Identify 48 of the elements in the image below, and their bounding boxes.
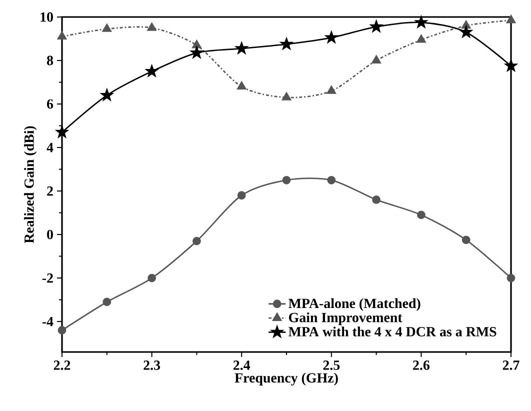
- point: [190, 46, 203, 58]
- point: [56, 126, 68, 138]
- point: [372, 55, 381, 64]
- y-axis-title: Realized Gain (dBi): [24, 126, 37, 244]
- x-tick-label: 2.7: [502, 360, 520, 370]
- point: [236, 42, 248, 54]
- point: [146, 65, 158, 77]
- point: [102, 298, 112, 306]
- point: [147, 22, 156, 31]
- point: [282, 176, 291, 184]
- legend-label: MPA with the 4 x 4 DCR as a RMS: [288, 326, 496, 336]
- point: [417, 210, 426, 220]
- point: [282, 92, 292, 100]
- y-tick-label: 8: [46, 56, 54, 66]
- y-tick-label: 0: [47, 230, 53, 240]
- point: [237, 191, 246, 200]
- point: [192, 40, 202, 48]
- y-tick-label: -2: [42, 273, 53, 283]
- x-tick-label: 2.5: [323, 360, 340, 370]
- y-tick-label: 4: [46, 142, 54, 152]
- y-tick-label: 6: [46, 99, 54, 109]
- legend-label: Gain Improvement: [288, 312, 402, 326]
- point: [57, 31, 67, 40]
- y-tick-label: 10: [40, 12, 53, 22]
- point: [460, 26, 472, 38]
- point: [326, 86, 336, 94]
- y-tick-label: 2: [47, 186, 53, 196]
- x-tick-label: 2.4: [233, 360, 250, 370]
- point: [415, 16, 428, 28]
- point: [327, 176, 336, 184]
- legend-label: MPA-alone (Matched): [288, 298, 420, 311]
- point: [280, 38, 292, 50]
- point: [416, 34, 426, 43]
- point: [237, 81, 246, 90]
- point: [102, 24, 112, 32]
- point: [100, 89, 113, 100]
- x-tick-label: 2.6: [413, 360, 430, 370]
- point: [192, 236, 201, 246]
- point: [372, 196, 381, 204]
- point: [462, 236, 470, 244]
- y-tick-label: -4: [42, 316, 54, 326]
- point: [325, 31, 338, 43]
- x-axis-title: Frequency (GHz): [234, 372, 338, 386]
- x-tick-label: 2.3: [144, 360, 160, 370]
- point: [370, 20, 382, 32]
- point: [58, 326, 66, 334]
- x-tick-label: 2.2: [54, 360, 70, 370]
- point: [148, 274, 156, 282]
